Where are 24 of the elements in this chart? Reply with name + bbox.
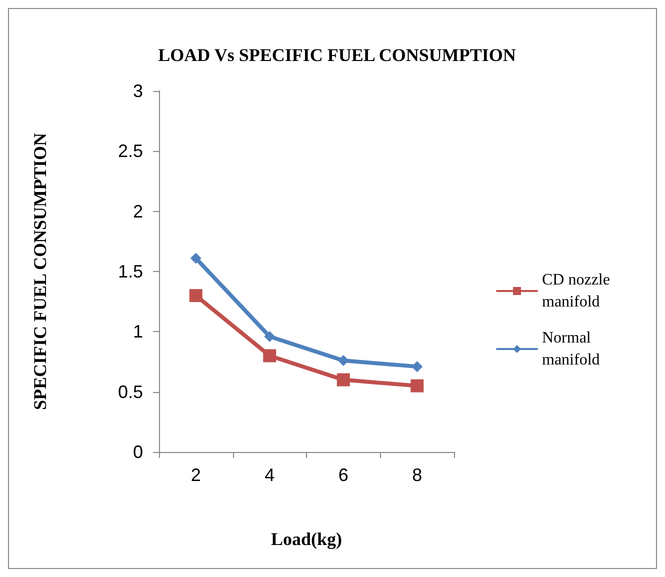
y-tick-label: 2.5 — [118, 141, 143, 162]
legend-label: CD nozzle manifold — [542, 272, 610, 310]
y-tick-label: 2 — [132, 201, 143, 222]
x-tick-label: 2 — [190, 465, 201, 485]
chart-title: LOAD Vs SPECIFIC FUEL CONSUMPTION — [158, 45, 516, 65]
y-tick-label: 1 — [132, 322, 143, 342]
x-tick-label: 4 — [264, 465, 275, 485]
x-axis-title: Load(kg) — [270, 529, 342, 549]
y-tick-label: 0 — [132, 442, 143, 462]
x-tick-label: 8 — [412, 465, 422, 485]
point — [189, 289, 202, 302]
point — [190, 252, 202, 264]
point — [410, 379, 424, 392]
legend-label: Normal manifold — [542, 330, 600, 368]
y-axis-title: SPECIFIC FUEL CONSUMPTION — [30, 132, 50, 410]
point — [412, 361, 423, 372]
x-tick-label: 6 — [338, 465, 348, 485]
point — [263, 349, 276, 362]
point — [336, 373, 350, 386]
y-tick-label: 0.5 — [118, 382, 143, 402]
y-tick-label: 1.5 — [118, 262, 143, 282]
y-tick-label: 3 — [132, 81, 143, 101]
point — [338, 355, 349, 366]
point — [264, 330, 276, 342]
